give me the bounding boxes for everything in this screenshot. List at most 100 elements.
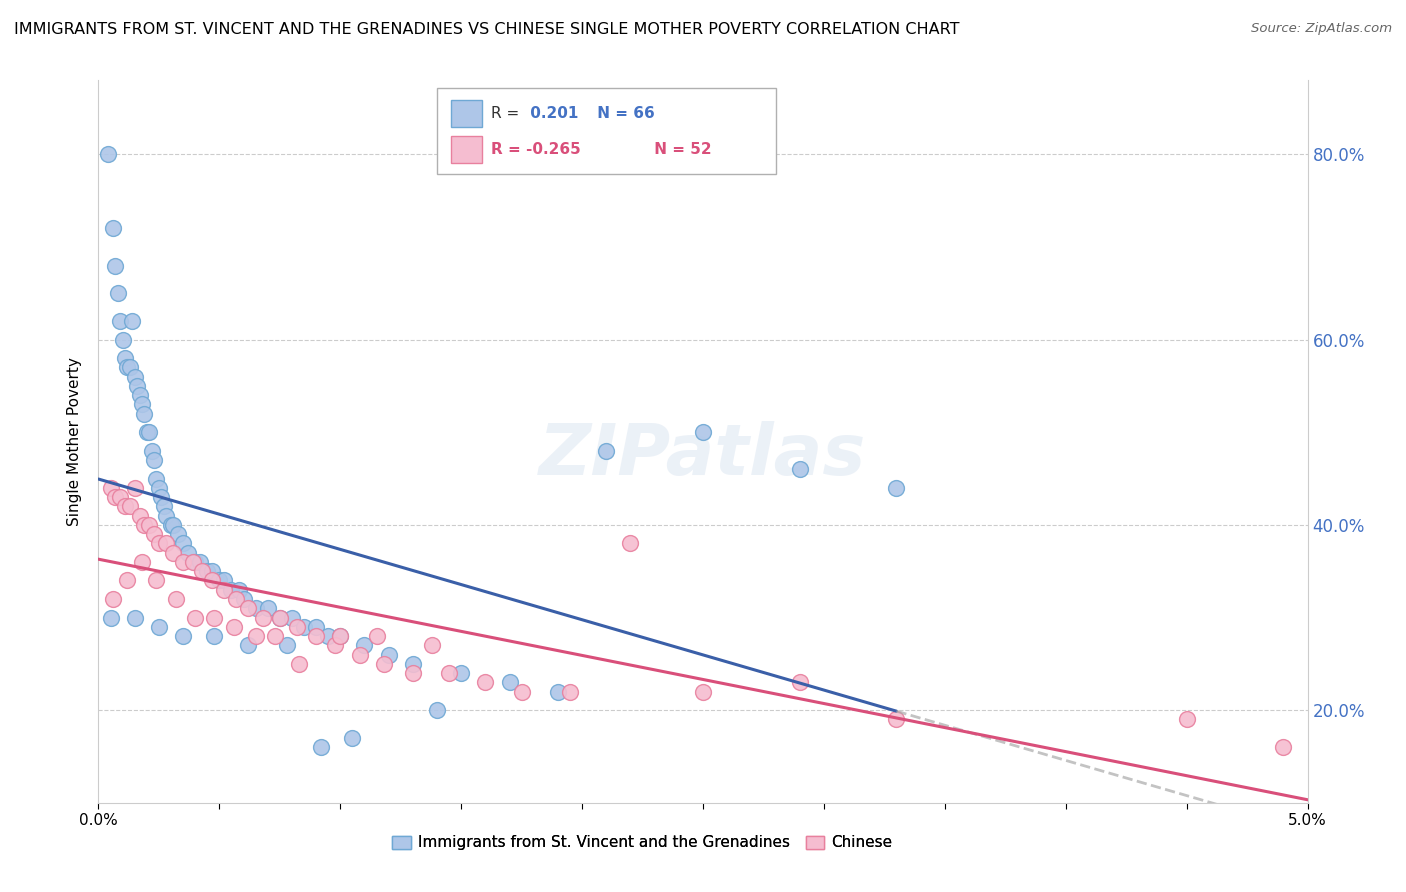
Point: [162, 546, 184, 560]
Point: [450, 666, 472, 681]
Point: [201, 574, 224, 588]
Point: [172, 536, 194, 550]
Point: [212, 582, 235, 597]
Point: [288, 657, 311, 671]
Point: [402, 666, 425, 681]
Point: [292, 620, 315, 634]
Point: [245, 601, 267, 615]
Point: [138, 425, 160, 440]
Point: [402, 657, 425, 671]
Point: [97, 147, 120, 161]
Point: [325, 638, 347, 652]
Point: [141, 443, 163, 458]
Point: [212, 574, 235, 588]
Point: [165, 592, 187, 607]
Point: [128, 508, 150, 523]
Point: [195, 564, 218, 578]
Point: [305, 629, 328, 643]
Point: [104, 490, 127, 504]
Text: R = -0.265: R = -0.265: [492, 142, 581, 157]
Point: [498, 675, 520, 690]
Point: [276, 638, 298, 652]
Point: [134, 407, 156, 421]
Point: [188, 555, 211, 569]
Point: [128, 388, 150, 402]
Point: [238, 601, 260, 615]
Point: [131, 555, 153, 569]
Point: [172, 629, 194, 643]
Point: [127, 379, 149, 393]
Point: [160, 517, 183, 532]
Point: [184, 610, 207, 624]
Point: [143, 453, 166, 467]
Point: [124, 481, 146, 495]
Point: [269, 610, 291, 624]
Point: [101, 592, 124, 607]
Legend: Immigrants from St. Vincent and the Grenadines, Chinese: Immigrants from St. Vincent and the Gren…: [387, 830, 898, 856]
Point: [886, 481, 908, 495]
Point: [228, 582, 250, 597]
Point: [373, 657, 395, 671]
Point: [619, 536, 641, 550]
Point: [118, 360, 141, 375]
Point: [692, 684, 714, 698]
Point: [349, 648, 371, 662]
Point: [155, 508, 177, 523]
FancyBboxPatch shape: [437, 87, 776, 174]
Point: [118, 500, 141, 514]
Point: [145, 574, 167, 588]
Point: [474, 675, 496, 690]
Point: [245, 629, 267, 643]
Point: [309, 740, 332, 755]
Point: [204, 629, 226, 643]
Point: [101, 221, 124, 235]
Point: [886, 713, 908, 727]
Point: [114, 351, 136, 366]
Point: [121, 314, 143, 328]
Point: [107, 286, 129, 301]
Point: [181, 555, 204, 569]
Point: [316, 629, 339, 643]
Text: 0.201: 0.201: [526, 106, 579, 121]
Point: [167, 527, 190, 541]
Text: R =: R =: [492, 106, 520, 121]
Point: [264, 629, 287, 643]
Point: [111, 333, 134, 347]
Point: [100, 610, 122, 624]
Point: [135, 425, 157, 440]
Point: [150, 490, 173, 504]
Point: [366, 629, 388, 643]
Point: [426, 703, 449, 717]
Point: [117, 360, 139, 375]
Point: [145, 472, 167, 486]
Point: [162, 517, 184, 532]
Bar: [451, 136, 482, 163]
Point: [177, 546, 200, 560]
Point: [1272, 740, 1295, 755]
Bar: [451, 100, 482, 128]
Point: [138, 517, 160, 532]
Point: [184, 555, 207, 569]
Text: ZIPatlas: ZIPatlas: [540, 422, 866, 491]
Point: [108, 490, 131, 504]
Point: [252, 610, 274, 624]
Point: [124, 369, 146, 384]
Point: [208, 574, 231, 588]
Point: [143, 527, 166, 541]
Point: [238, 638, 260, 652]
Point: [201, 564, 224, 578]
Point: [547, 684, 569, 698]
Point: [420, 638, 443, 652]
Text: N = 66: N = 66: [592, 106, 655, 121]
Point: [437, 666, 460, 681]
Point: [281, 610, 304, 624]
Point: [329, 629, 352, 643]
Point: [595, 443, 617, 458]
Point: [789, 462, 811, 476]
Y-axis label: Single Mother Poverty: Single Mother Poverty: [67, 357, 83, 526]
Point: [1175, 713, 1198, 727]
Text: N = 52: N = 52: [648, 142, 711, 157]
Point: [222, 620, 245, 634]
Point: [269, 610, 291, 624]
Point: [104, 259, 127, 273]
